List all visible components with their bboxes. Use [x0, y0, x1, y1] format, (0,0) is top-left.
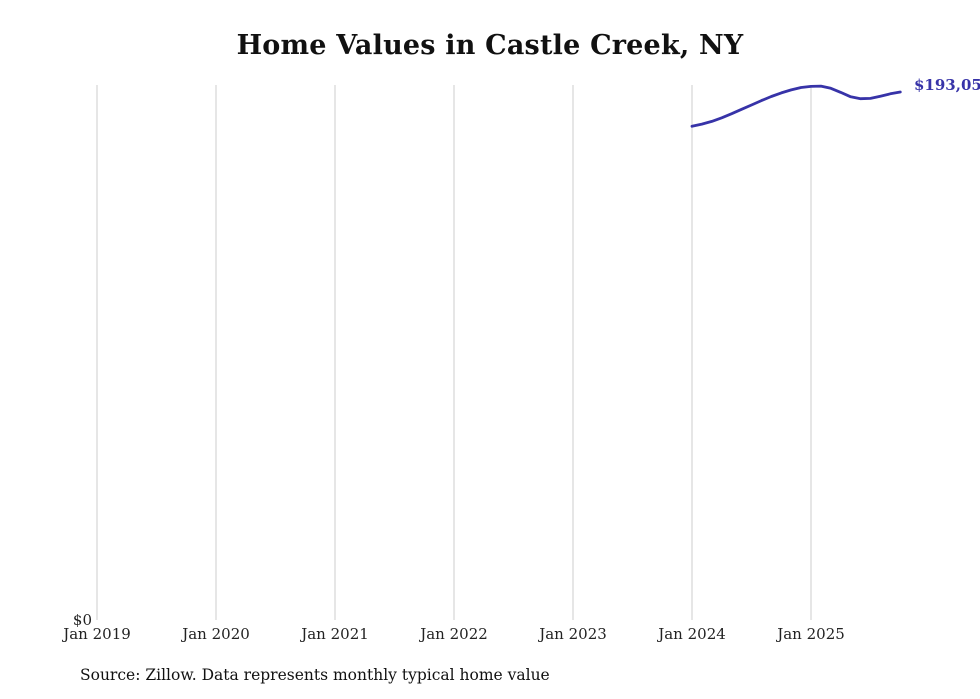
home-value-series-line [690, 84, 902, 128]
x-tick-label: Jan 2020 [182, 625, 250, 643]
chart-title: Home Values in Castle Creek, NY [236, 30, 744, 61]
x-tick-label: Jan 2021 [301, 625, 369, 643]
x-tick-label: Jan 2022 [420, 625, 488, 643]
x-tick-label: Jan 2024 [658, 625, 726, 643]
x-tick-label: Jan 2023 [539, 625, 607, 643]
source-note: Source: Zillow. Data represents monthly … [80, 666, 550, 684]
x-tick-label: Jan 2019 [63, 625, 131, 643]
y-axis-zero-label: $0 [72, 611, 92, 629]
latest-value-label: $193,053 [914, 76, 980, 94]
x-tick-label: Jan 2025 [777, 625, 845, 643]
